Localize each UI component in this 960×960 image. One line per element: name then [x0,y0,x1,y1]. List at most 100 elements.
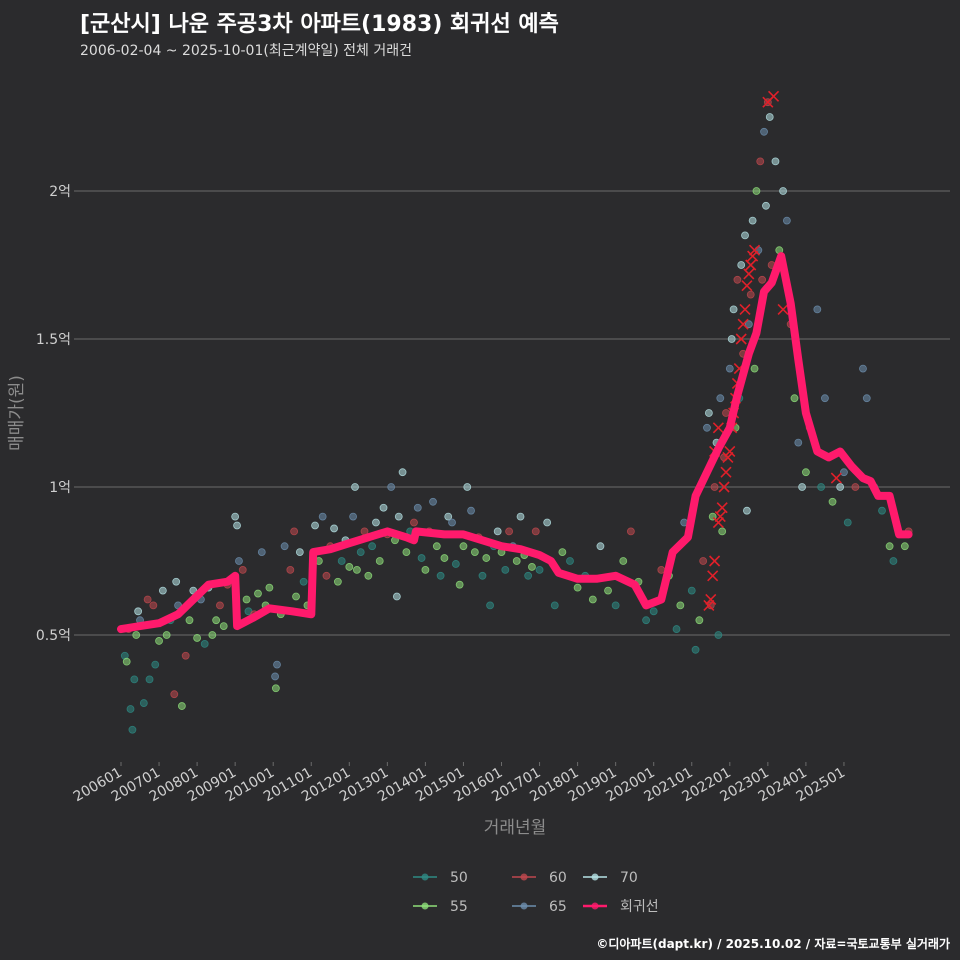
legend-label: 65 [549,899,567,915]
scatter-point [257,548,266,557]
legend-label: 55 [450,899,468,915]
scatter-point [122,657,131,666]
scatter-point [550,601,559,610]
high-price-marker [705,593,717,606]
high-price-marker [777,303,789,315]
high-price-marker [716,502,728,514]
legend-key-dot [421,873,429,881]
scatter-point [290,527,299,536]
scatter-point [185,616,194,625]
scatter-point [432,542,441,551]
high-price-marker [707,570,719,582]
legend-key-dot [591,873,599,881]
scatter-point [604,586,612,595]
high-price-marker [714,511,726,523]
scatter-point [744,320,753,329]
scatter-point [695,616,704,625]
x-axis-ticks: 2006012007012008012009012010012011012012… [71,762,848,805]
scatter-point [353,565,361,574]
legend-label: 60 [549,870,567,886]
scatter-point [181,651,190,660]
scatter-point [375,557,384,565]
high-price-marker [735,333,747,345]
scatter-point [649,607,658,616]
y-tick-label: 1억 [49,480,71,496]
regression-line-group [117,252,913,634]
scatter-point [889,557,898,565]
scatter-point [748,216,757,225]
scatter-point [330,524,338,533]
scatter-point [765,113,774,121]
scatter-point [155,637,163,645]
scatter-point [802,468,810,477]
scatter-point [467,506,475,515]
scatter-point [813,305,822,314]
scatter-point [429,497,437,506]
scatter-point [727,335,736,343]
scatter-point [193,634,202,642]
scatter-point [486,601,494,610]
scatter-point [271,684,280,693]
high-price-marker [737,318,749,330]
scatter-point [531,527,540,536]
chart-subtitle: 2006-02-04 ~ 2025-10-01(최근계약일) 전체 거래건 [80,43,412,59]
scatter-point [318,512,327,521]
high-price-marker [709,555,721,567]
y-axis-label: 매매가(원) [7,375,27,451]
scatter-point [619,557,628,565]
scatter-point [387,483,396,491]
scatter-point [208,631,217,639]
legend-key-dot [421,902,429,910]
scatter-point [762,201,770,210]
scatter-point [448,518,456,527]
scatter-point [758,275,767,284]
scatter-point [235,557,243,565]
scatter-point [716,394,725,403]
scatter-point [596,542,605,551]
scatter-point [143,595,152,604]
scatter-point [687,586,696,595]
scatter-point [337,557,346,565]
scatter-point [642,616,650,625]
scatter-point [295,548,304,557]
scatter-point [482,554,491,562]
scatter-point [273,660,281,669]
scatter-point [741,231,749,240]
scatter-point [372,518,380,527]
y-tick-label: 0.5억 [36,628,71,644]
scatter-point [779,187,787,195]
legend-key-dot [520,902,528,910]
scatter-point [743,506,751,515]
scatter-point [528,563,536,571]
grid-lines [78,190,950,636]
high-price-marker [722,451,734,463]
scatter-point [706,601,715,610]
scatter-point [151,660,160,669]
high-price-marker [703,599,715,611]
scatter-point [626,527,635,536]
scatter-point [172,577,181,586]
scatter-point [364,571,373,580]
high-price-marker [718,481,730,493]
scatter-point [126,705,135,713]
scatter-point [379,503,388,512]
high-price-marker [830,472,842,484]
scatter-point [130,675,139,684]
scatter-point [349,512,358,521]
scatter-points [120,98,913,734]
scatter-point [231,512,240,521]
scatter-point [149,601,158,610]
high-price-marker [724,445,736,458]
high-price-marker [748,244,761,256]
legend: 50 55 60 65 70 회귀선 [413,870,659,915]
scatter-point [558,548,567,557]
scatter-point [836,483,845,491]
scatter-point [463,483,472,491]
high-price-marker [767,90,780,102]
scatter-point [817,483,826,491]
scatter-point [843,518,852,527]
scatter-point [265,583,274,592]
scatter-point [729,305,738,314]
high-price-marker [739,303,751,315]
